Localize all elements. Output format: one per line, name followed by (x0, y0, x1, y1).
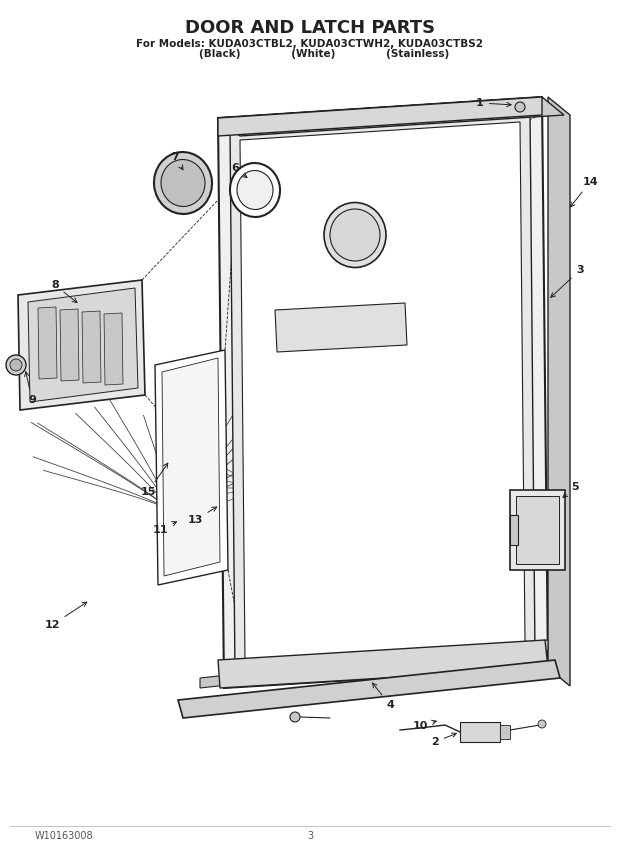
Text: 6: 6 (231, 163, 247, 177)
Text: 8: 8 (51, 280, 77, 302)
Circle shape (515, 102, 525, 112)
Polygon shape (275, 303, 407, 352)
Text: 10: 10 (412, 720, 436, 731)
Polygon shape (510, 515, 518, 545)
Circle shape (6, 355, 26, 375)
Polygon shape (460, 722, 500, 742)
Text: 13: 13 (187, 507, 216, 525)
Polygon shape (18, 280, 145, 410)
Ellipse shape (154, 152, 212, 214)
Text: For Models: KUDA03CTBL2, KUDA03CTWH2, KUDA03CTBS2: For Models: KUDA03CTBL2, KUDA03CTWH2, KU… (136, 39, 484, 49)
Text: eReplacementParts.com: eReplacementParts.com (247, 485, 373, 495)
Polygon shape (516, 496, 559, 564)
Polygon shape (240, 122, 525, 660)
Polygon shape (28, 288, 138, 402)
Text: 4: 4 (373, 683, 394, 710)
Polygon shape (60, 309, 79, 381)
Polygon shape (162, 358, 220, 576)
Polygon shape (178, 660, 560, 718)
Polygon shape (82, 311, 101, 383)
Text: 14: 14 (570, 177, 598, 207)
Circle shape (290, 712, 300, 722)
Ellipse shape (230, 163, 280, 217)
Polygon shape (200, 640, 548, 688)
Text: W10163008: W10163008 (35, 831, 94, 841)
Text: DOOR AND LATCH PARTS: DOOR AND LATCH PARTS (185, 19, 435, 37)
Polygon shape (500, 725, 510, 739)
Polygon shape (104, 313, 123, 385)
Polygon shape (230, 110, 535, 675)
Text: 7: 7 (171, 152, 183, 169)
Text: 15: 15 (140, 463, 168, 497)
Polygon shape (218, 97, 548, 688)
Ellipse shape (161, 159, 205, 206)
Polygon shape (510, 490, 565, 570)
Circle shape (538, 720, 546, 728)
Polygon shape (218, 640, 548, 688)
Polygon shape (548, 97, 570, 686)
Text: 12: 12 (44, 602, 87, 630)
Polygon shape (38, 307, 57, 379)
Ellipse shape (237, 170, 273, 210)
Text: 2: 2 (431, 733, 456, 747)
Polygon shape (218, 97, 542, 136)
Text: 9: 9 (25, 372, 36, 405)
Text: (Black)              (White)              (Stainless): (Black) (White) (Stainless) (170, 49, 450, 59)
Text: 11: 11 (153, 521, 177, 535)
Polygon shape (218, 97, 564, 136)
Polygon shape (155, 350, 228, 585)
Ellipse shape (324, 203, 386, 267)
Text: 1: 1 (476, 98, 511, 108)
Circle shape (10, 359, 22, 371)
Text: 3: 3 (307, 831, 313, 841)
Text: 3: 3 (551, 265, 584, 297)
Text: 5: 5 (563, 482, 579, 497)
Ellipse shape (330, 209, 380, 261)
